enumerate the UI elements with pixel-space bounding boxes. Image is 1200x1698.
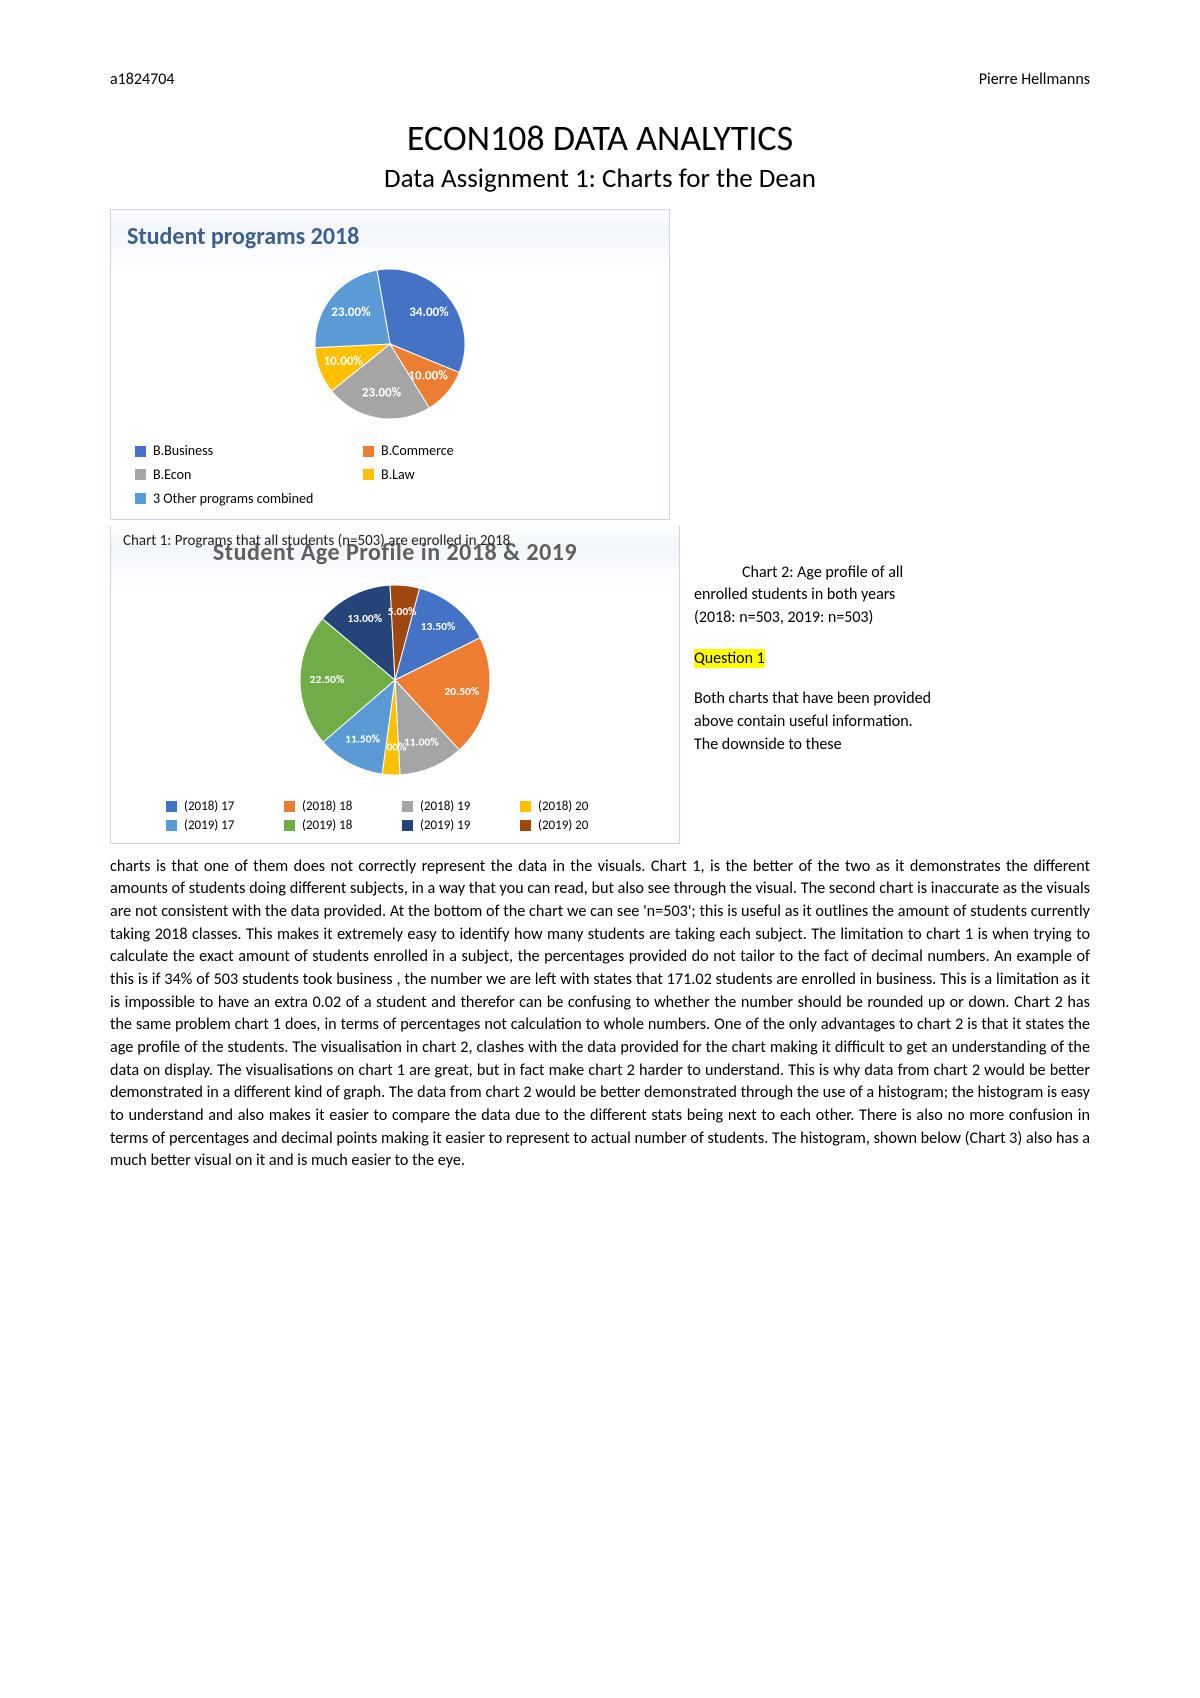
legend-item: B.Law <box>363 463 573 487</box>
pie-slice-label: 23.00% <box>331 305 371 320</box>
pie-slice-label: 13.50% <box>421 620 456 634</box>
legend-swatch <box>135 446 146 457</box>
legend-swatch <box>363 446 374 457</box>
legend-label: (2019) 17 <box>184 818 234 833</box>
legend-swatch <box>284 820 295 831</box>
legend-swatch <box>135 469 146 480</box>
legend-item: B.Econ <box>135 463 345 487</box>
legend-swatch <box>135 493 146 504</box>
legend-label: 3 Other programs combined <box>153 487 313 511</box>
legend-item: (2019) 18 <box>284 818 388 833</box>
legend-label: B.Law <box>381 463 415 487</box>
legend-swatch <box>520 820 531 831</box>
legend-item: (2018) 20 <box>520 799 624 814</box>
page-title: ECON108 DATA ANALYTICS <box>110 117 1090 160</box>
legend-label: (2019) 20 <box>538 818 588 833</box>
chart2-legend: (2018) 17 (2018) 18 (2018) 19 (2018) 20 (201… <box>127 795 663 835</box>
legend-item: B.Commerce <box>363 439 573 463</box>
chart2-row: Chart 1: Programs that all students (n=5… <box>110 526 1090 850</box>
pie-slice-label: 11.50% <box>345 732 380 746</box>
chart1-container: Student programs 2018 34.00% 10.00% 23.00%… <box>110 209 670 519</box>
pie-slice-label: 20.50% <box>444 685 479 699</box>
legend-label: B.Econ <box>153 463 191 487</box>
pie-slice-label: 10.00% <box>324 354 364 369</box>
legend-swatch <box>520 801 531 812</box>
legend-item: 3 Other programs combined <box>135 487 345 511</box>
legend-swatch <box>402 801 413 812</box>
pie-slice-label: 5.00% <box>388 605 418 619</box>
title-block: ECON108 DATA ANALYTICS Data Assignment 1… <box>110 117 1090 195</box>
pie-slice-label: 13.00% <box>347 611 382 625</box>
legend-swatch <box>363 469 374 480</box>
pie-slice-label: 22.50% <box>310 673 345 687</box>
legend-label: (2019) 19 <box>420 818 470 833</box>
legend-swatch <box>166 820 177 831</box>
page-header: a1824704 Pierre Hellmanns <box>110 70 1090 89</box>
legend-label: B.Commerce <box>381 439 454 463</box>
question1-heading: Question 1 <box>694 649 765 668</box>
chart2-pie: 13.50%20.50%11.00%3.00%11.50%22.50%13.00… <box>127 575 663 785</box>
legend-label: (2018) 19 <box>420 799 470 814</box>
pie-slice-label: 11.00% <box>404 735 439 749</box>
page-subtitle: Data Assignment 1: Charts for the Dean <box>110 162 1090 195</box>
legend-item: (2018) 18 <box>284 799 388 814</box>
header-right: Pierre Hellmanns <box>979 70 1090 89</box>
pie-slice-label: 10.00% <box>408 369 448 384</box>
body-paragraph: charts is that one of them does not corr… <box>110 856 1090 1173</box>
legend-label: (2019) 18 <box>302 818 352 833</box>
header-left: a1824704 <box>110 70 174 89</box>
pie-slice-label: 34.00% <box>409 305 449 320</box>
chart2-caption-block: Chart 2: Age profile of all enrolled stu… <box>680 526 940 757</box>
legend-label: (2018) 17 <box>184 799 234 814</box>
legend-item: (2018) 17 <box>166 799 270 814</box>
chart1-title: Student programs 2018 <box>127 222 653 251</box>
chart1-pie: 34.00% 10.00% 23.00% 10.00% 23.00% <box>127 259 653 429</box>
legend-label: (2018) 18 <box>302 799 352 814</box>
legend-swatch <box>284 801 295 812</box>
legend-label: B.Business <box>153 439 213 463</box>
legend-item: (2018) 19 <box>402 799 506 814</box>
legend-label: (2018) 20 <box>538 799 588 814</box>
legend-item: (2019) 19 <box>402 818 506 833</box>
legend-swatch <box>166 801 177 812</box>
legend-item: B.Business <box>135 439 345 463</box>
chart2-caption: Chart 2: Age profile of all enrolled stu… <box>694 562 940 630</box>
chart2-container: Chart 1: Programs that all students (n=5… <box>110 526 680 844</box>
pie-slice-label: 23.00% <box>362 386 402 401</box>
legend-swatch <box>402 820 413 831</box>
chart1-legend: B.Business B.Commerce B.Econ B.Law 3 Other p… <box>127 439 653 510</box>
chart1-caption-overlay: Chart 1: Programs that all students (n=5… <box>123 532 510 550</box>
legend-item: (2019) 17 <box>166 818 270 833</box>
right-intro-text: Both charts that have been provided abov… <box>694 688 940 756</box>
legend-item: (2019) 20 <box>520 818 624 833</box>
